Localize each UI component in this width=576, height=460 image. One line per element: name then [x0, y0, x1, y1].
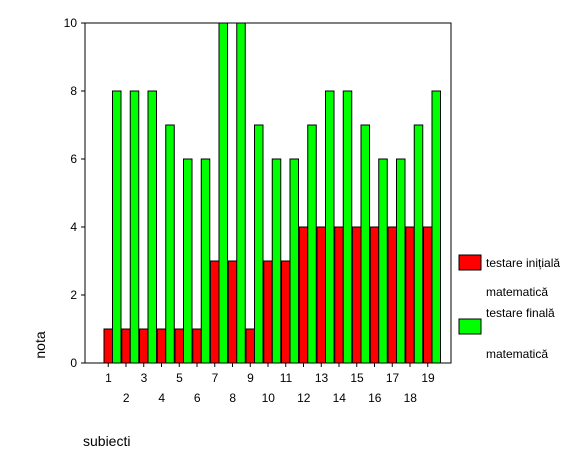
y-tick-label: 6: [70, 152, 77, 166]
legend-swatch-initial: [458, 254, 482, 271]
bar-initial-4: [156, 328, 167, 364]
x-tick-label: 16: [368, 391, 382, 405]
x-tick-label: 3: [141, 371, 148, 385]
bar-initial-15: [352, 226, 362, 364]
bar-initial-8: [227, 260, 238, 364]
x-tick-label: 19: [421, 371, 435, 385]
bar-final-13: [325, 90, 335, 364]
bar-initial-6: [192, 328, 202, 364]
bar-initial-10: [263, 260, 273, 364]
y-tick-label: 10: [64, 16, 78, 30]
y-axis-title: nota: [32, 331, 48, 358]
bars: [103, 22, 441, 364]
bar-initial-1: [103, 328, 113, 364]
x-tick-label: 2: [123, 391, 130, 405]
bar-final-18: [413, 124, 424, 364]
bar-final-12: [307, 124, 317, 364]
x-tick-label: 9: [247, 371, 254, 385]
bar-final-7: [218, 22, 228, 364]
bar-initial-13: [316, 226, 326, 364]
x-tick-label: 4: [158, 391, 165, 405]
x-tick-label: 1: [105, 371, 112, 385]
legend-label: testare inițială: [486, 256, 560, 270]
bar-final-8: [236, 22, 246, 364]
x-tick-label: 12: [297, 391, 311, 405]
y-tick-label: 8: [70, 84, 77, 98]
bar-initial-17: [387, 226, 397, 364]
x-axis-title: subiecti: [83, 433, 130, 449]
bar-final-17: [396, 158, 406, 364]
legend-label-line2: matematică: [486, 347, 548, 361]
bar-final-3: [147, 90, 157, 364]
x-tick-label: 17: [386, 371, 400, 385]
x-tick-label: 10: [262, 391, 276, 405]
bar-initial-9: [245, 328, 255, 364]
bar-final-4: [165, 124, 175, 364]
bar-final-14: [342, 90, 353, 364]
bar-final-11: [289, 158, 299, 364]
bar-initial-12: [298, 226, 309, 364]
legend-swatch-final: [458, 318, 482, 335]
bar-initial-3: [139, 328, 149, 364]
y-tick-label: 4: [70, 220, 77, 234]
bar-final-10: [271, 158, 282, 364]
legend-label: testare finală: [486, 306, 555, 320]
x-tick-label: 6: [194, 391, 201, 405]
y-tick-label: 2: [70, 288, 77, 302]
x-tick-label: 14: [333, 391, 347, 405]
bar-final-9: [254, 124, 264, 364]
bar-initial-7: [210, 260, 220, 364]
bar-final-1: [112, 90, 122, 364]
bar-final-5: [183, 158, 193, 364]
bar-initial-14: [334, 226, 344, 364]
x-tick-label: 8: [229, 391, 236, 405]
x-tick-label: 7: [212, 371, 219, 385]
bar-initial-5: [174, 328, 184, 364]
bar-final-16: [378, 158, 388, 364]
bar-final-6: [200, 158, 211, 364]
x-tick-label: 13: [315, 371, 329, 385]
x-tick-label: 15: [350, 371, 364, 385]
bar-final-2: [129, 90, 140, 364]
legend-label-line2: matematică: [486, 285, 548, 299]
bar-initial-16: [369, 226, 380, 364]
y-tick-label: 0: [70, 356, 77, 370]
bar-final-15: [360, 124, 370, 364]
x-tick-label: 11: [280, 371, 293, 385]
bar-initial-11: [281, 260, 291, 364]
x-tick-label: 5: [176, 371, 183, 385]
legend: testare inițială matematică testare finală…: [458, 254, 560, 361]
x-tick-label: 18: [404, 391, 418, 405]
bar-final-19: [431, 90, 441, 364]
bar-initial-2: [121, 328, 131, 364]
y-axis: 0 2 4 6 8 10: [64, 16, 85, 370]
bar-initial-19: [423, 226, 433, 364]
bar-initial-18: [405, 226, 415, 364]
